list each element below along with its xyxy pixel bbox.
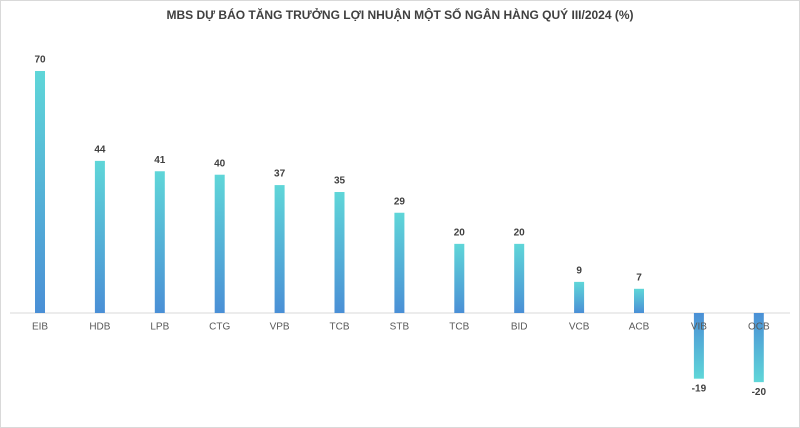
bar xyxy=(454,243,465,313)
bar xyxy=(154,171,165,313)
bar xyxy=(35,71,45,313)
x-tick-label: CTG xyxy=(209,322,230,333)
x-tick-label: STB xyxy=(390,322,410,333)
value-label: -20 xyxy=(752,387,767,398)
bar xyxy=(574,281,585,313)
bar xyxy=(634,288,644,313)
bar xyxy=(274,185,285,313)
bar xyxy=(693,313,704,379)
x-tick-label: VPB xyxy=(270,322,290,333)
value-label: 70 xyxy=(34,55,46,66)
bar xyxy=(514,243,525,313)
x-tick-label: LPB xyxy=(150,322,169,333)
bar xyxy=(214,174,225,313)
value-label: -19 xyxy=(692,383,707,394)
x-tick-label: BID xyxy=(511,322,528,333)
x-tick-label: VCB xyxy=(569,322,590,333)
value-label: 7 xyxy=(636,272,642,283)
value-label: 20 xyxy=(514,227,526,238)
x-tick-label: TCB xyxy=(449,322,469,333)
value-label: 40 xyxy=(214,158,226,169)
value-label: 41 xyxy=(154,155,166,166)
value-label: 9 xyxy=(576,266,582,277)
bar xyxy=(394,212,405,313)
value-label: 29 xyxy=(394,196,406,207)
bar xyxy=(753,313,764,383)
x-tick-label: HDB xyxy=(89,322,110,333)
value-label: 20 xyxy=(454,227,466,238)
bar xyxy=(94,160,105,313)
x-tick-label: EIB xyxy=(32,322,48,333)
bar xyxy=(334,192,345,313)
chart-title: MBS DỰ BÁO TĂNG TRƯỞNG LỢI NHUẬN MỘT SỐ … xyxy=(166,7,633,22)
x-tick-label: ACB xyxy=(629,322,650,333)
x-tick-label: OCB xyxy=(748,322,770,333)
value-label: 37 xyxy=(274,169,286,180)
value-label: 35 xyxy=(334,176,346,187)
x-tick-label: VIB xyxy=(691,322,707,333)
value-label: 44 xyxy=(94,145,106,156)
x-tick-label: TCB xyxy=(330,322,350,333)
